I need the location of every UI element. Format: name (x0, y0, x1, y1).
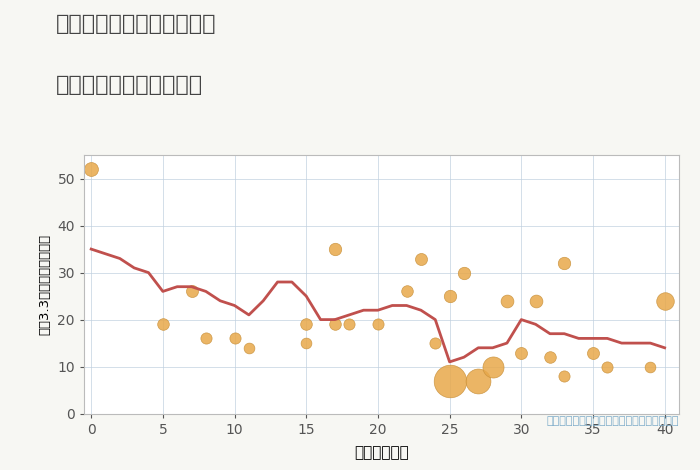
Point (516, 349, 527, 356)
Point (473, 377, 484, 384)
Point (530, 297, 541, 305)
Point (587, 349, 598, 356)
Point (659, 297, 671, 305)
Point (300, 339, 312, 347)
Text: 円の大きさは、取引のあった物件面積を示す: 円の大きさは、取引のあった物件面積を示す (547, 416, 679, 426)
Point (430, 339, 441, 347)
Point (200, 335, 211, 342)
Point (559, 259, 570, 267)
Point (444, 292, 455, 300)
Point (545, 353, 556, 361)
Point (344, 321, 355, 328)
Point (415, 255, 426, 262)
Point (329, 321, 340, 328)
Y-axis label: 坪（3.3㎡）単価（万円）: 坪（3.3㎡）単価（万円） (38, 234, 52, 335)
Point (501, 297, 512, 305)
Point (372, 321, 384, 328)
Point (444, 377, 455, 384)
Point (645, 363, 656, 370)
Text: 岐阜県養老郡養老町蛇持の: 岐阜県養老郡養老町蛇持の (56, 14, 216, 34)
Point (559, 372, 570, 380)
Point (602, 363, 613, 370)
Point (329, 245, 340, 253)
Point (186, 288, 197, 295)
X-axis label: 築年数（年）: 築年数（年） (354, 445, 409, 460)
Point (300, 321, 312, 328)
Point (158, 321, 169, 328)
Point (85, 165, 97, 173)
Point (401, 288, 412, 295)
Point (458, 269, 470, 276)
Point (229, 335, 240, 342)
Text: 築年数別中古戸建て価格: 築年数別中古戸建て価格 (56, 75, 203, 95)
Point (244, 344, 255, 352)
Point (487, 363, 498, 370)
